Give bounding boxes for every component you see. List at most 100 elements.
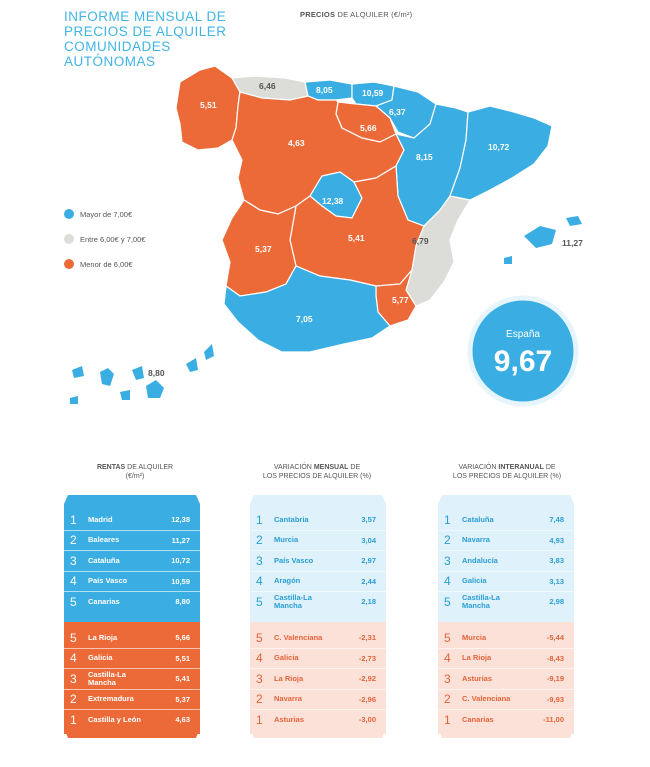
espana-badge: España 9,67 bbox=[467, 295, 579, 407]
mensual-top-panel: 1 Cantabria 3,57 2 Murcia 3,04 3 País Vasco 2,… bbox=[250, 504, 386, 622]
table-row: 5 La Rioja 5,66 bbox=[64, 628, 200, 649]
label-madrid: 12,38 bbox=[322, 196, 344, 206]
label-galicia: 5,51 bbox=[200, 100, 217, 110]
value: 3,57 bbox=[361, 515, 376, 525]
label-extremadura: 5,37 bbox=[255, 244, 272, 254]
rank: 5 bbox=[444, 594, 451, 609]
label-pais-vasco: 10,59 bbox=[362, 88, 384, 98]
rank: 5 bbox=[256, 630, 263, 645]
region-navarra[interactable] bbox=[374, 85, 437, 139]
rank: 1 bbox=[444, 512, 451, 527]
region-name: Baleares bbox=[88, 535, 120, 545]
table-row: 4 Galicia 5,51 bbox=[64, 649, 200, 669]
table-row: 2 Murcia 3,04 bbox=[250, 531, 386, 551]
label-castilla-mancha: 5,41 bbox=[348, 233, 365, 243]
table-row: 1 Cataluña 7,48 bbox=[438, 510, 574, 531]
value: -9,19 bbox=[546, 674, 564, 684]
rank: 5 bbox=[70, 594, 77, 609]
table-row: 5 Murcia -5,44 bbox=[438, 628, 574, 649]
table-row: 4 La Rioja -8,43 bbox=[438, 649, 574, 669]
value: 2,97 bbox=[361, 556, 376, 566]
region-cataluna[interactable] bbox=[449, 105, 553, 201]
value: 10,59 bbox=[171, 576, 190, 586]
column-header-interanual: VARIACIÓN INTERANUAL DE LOS PRECIOS DE AL… bbox=[452, 464, 562, 480]
table-row: 3 Andalucía 3,83 bbox=[438, 551, 574, 572]
table-row: 5 C. Valenciana -2,31 bbox=[250, 628, 386, 649]
table-row: 2 Extremadura 5,37 bbox=[64, 690, 200, 710]
region-name: C. Valenciana bbox=[462, 694, 511, 704]
mensual-bottom-panel: 5 C. Valenciana -2,31 4 Galicia -2,73 3 La Ri… bbox=[250, 622, 386, 734]
value: 5,51 bbox=[175, 653, 190, 663]
value: 5,37 bbox=[175, 694, 190, 704]
table-row: 5 Castilla-La Mancha 2,98 bbox=[438, 592, 574, 612]
value: 2,98 bbox=[549, 597, 564, 607]
rank: 4 bbox=[444, 651, 451, 666]
region-name: País Vasco bbox=[274, 555, 314, 565]
table-row: 4 Aragón 2,44 bbox=[250, 572, 386, 592]
region-name: C. Valenciana bbox=[274, 632, 323, 642]
table-row: 1 Asturias -3,00 bbox=[250, 710, 386, 730]
value: -9,93 bbox=[546, 694, 564, 704]
table-row: 3 País Vasco 2,97 bbox=[250, 551, 386, 572]
rank: 2 bbox=[444, 692, 451, 707]
table-row: 1 Castilla y León 4,63 bbox=[64, 710, 200, 730]
legend-dot bbox=[64, 209, 74, 219]
legend-label: Mayor de 7,00€ bbox=[80, 209, 133, 219]
region-name: Castilla-La Mancha bbox=[88, 669, 126, 687]
value: 5,41 bbox=[175, 674, 190, 684]
region-name: Cataluña bbox=[462, 514, 494, 524]
region-name: Navarra bbox=[274, 694, 302, 704]
legend-item-low: Menor de 6,00€ bbox=[64, 259, 133, 269]
value: 11,27 bbox=[171, 535, 190, 545]
value: 3,13 bbox=[549, 576, 564, 586]
value: 4,63 bbox=[175, 715, 190, 725]
rank: 5 bbox=[256, 594, 263, 609]
label-canarias: 8,80 bbox=[148, 368, 165, 378]
table-row: 4 Galicia -2,73 bbox=[250, 649, 386, 669]
rank: 2 bbox=[256, 533, 263, 548]
value: 4,93 bbox=[549, 535, 564, 545]
rank: 1 bbox=[444, 712, 451, 727]
region-baleares[interactable] bbox=[504, 216, 582, 264]
legend-label: Menor de 6,00€ bbox=[80, 259, 133, 269]
region-andalucia[interactable] bbox=[223, 265, 391, 353]
value: -3,00 bbox=[358, 715, 376, 725]
legend-item-high: Mayor de 7,00€ bbox=[64, 209, 132, 219]
table-row: 4 País Vasco 10,59 bbox=[64, 572, 200, 592]
value: -2,31 bbox=[358, 633, 376, 643]
value: 8,80 bbox=[175, 597, 190, 607]
legend-dot bbox=[64, 259, 74, 269]
label-baleares: 11,27 bbox=[562, 238, 583, 248]
rank: 2 bbox=[256, 692, 263, 707]
label-asturias: 6,46 bbox=[259, 81, 276, 91]
region-name: Murcia bbox=[274, 535, 299, 545]
region-name: La Rioja bbox=[88, 632, 118, 642]
rank: 4 bbox=[256, 574, 263, 589]
map-title: PRECIOS DE ALQUILER (€/m²) bbox=[300, 10, 413, 19]
region-name: Castilla y León bbox=[88, 714, 141, 724]
table-row: 5 Canarias 8,80 bbox=[64, 592, 200, 612]
table-row: 3 Cataluña 10,72 bbox=[64, 551, 200, 572]
value: 10,72 bbox=[171, 556, 190, 566]
label-valenciana: 6,79 bbox=[412, 236, 429, 246]
interanual-top-panel: 1 Cataluña 7,48 2 Navarra 4,93 3 Andalucía 3,8… bbox=[438, 504, 574, 622]
region-canarias[interactable] bbox=[70, 344, 214, 404]
rank: 1 bbox=[70, 512, 77, 527]
rank: 1 bbox=[70, 712, 77, 727]
rank: 3 bbox=[444, 671, 451, 686]
table-row: 3 Asturias -9,19 bbox=[438, 669, 574, 690]
region-name: Murcia bbox=[462, 632, 487, 642]
rank: 3 bbox=[444, 553, 451, 568]
rank: 1 bbox=[256, 712, 263, 727]
rank: 3 bbox=[256, 553, 263, 568]
value: 5,66 bbox=[175, 633, 190, 643]
label-castilla-leon: 4,63 bbox=[288, 138, 305, 148]
rank: 3 bbox=[256, 671, 263, 686]
value: 3,04 bbox=[361, 535, 376, 545]
table-row: 2 Navarra -2,96 bbox=[250, 690, 386, 710]
label-cantabria: 8,05 bbox=[316, 85, 333, 95]
value: 7,48 bbox=[549, 515, 564, 525]
region-name: Madrid bbox=[88, 514, 113, 524]
table-row: 1 Canarias -11,00 bbox=[438, 710, 574, 730]
rank: 4 bbox=[70, 651, 77, 666]
